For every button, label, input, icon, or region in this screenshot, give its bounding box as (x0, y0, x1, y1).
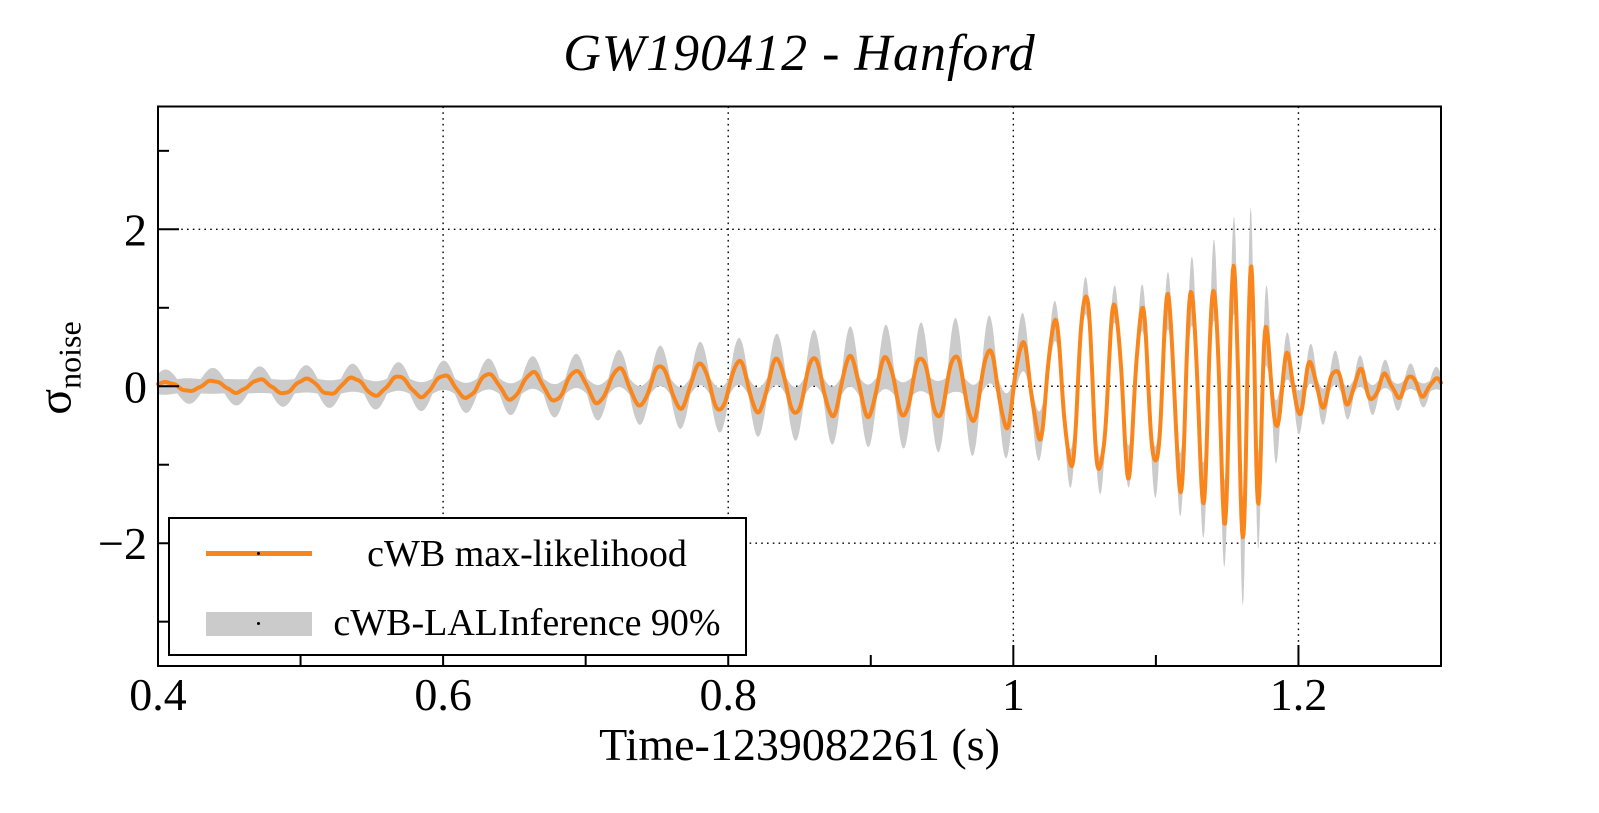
x-tick-label: 0.6 (414, 669, 472, 720)
y-tick-label: 2 (124, 204, 147, 255)
legend-line-marker-dot (257, 552, 260, 555)
y-axis-title: σnoise (28, 321, 89, 414)
x-tick-label: 1 (1002, 669, 1025, 720)
legend: cWB max-likelihood cWB-LALInference 90% (168, 517, 747, 656)
legend-label-line: cWB max-likelihood (367, 532, 687, 575)
chart-title: GW190412 - Hanford (563, 25, 1036, 82)
x-axis-title: Time-1239082261 (s) (599, 719, 1000, 770)
legend-row-line: cWB max-likelihood (170, 519, 745, 588)
y-tick-label: 0 (124, 361, 147, 412)
x-tick-label: 1.2 (1270, 669, 1328, 720)
x-tick-label: 0.4 (129, 669, 187, 720)
max-likelihood-waveform (156, 263, 1443, 540)
y-axis-title-sigma: σ (28, 388, 82, 415)
y-axis-title-subscript: noise (51, 321, 88, 389)
y-tick-label: −2 (98, 518, 147, 569)
legend-row-band: cWB-LALInference 90% (170, 588, 745, 657)
legend-label-band: cWB-LALInference 90% (333, 601, 721, 644)
legend-band-marker-dot (257, 622, 260, 625)
x-tick-label: 0.8 (699, 669, 757, 720)
